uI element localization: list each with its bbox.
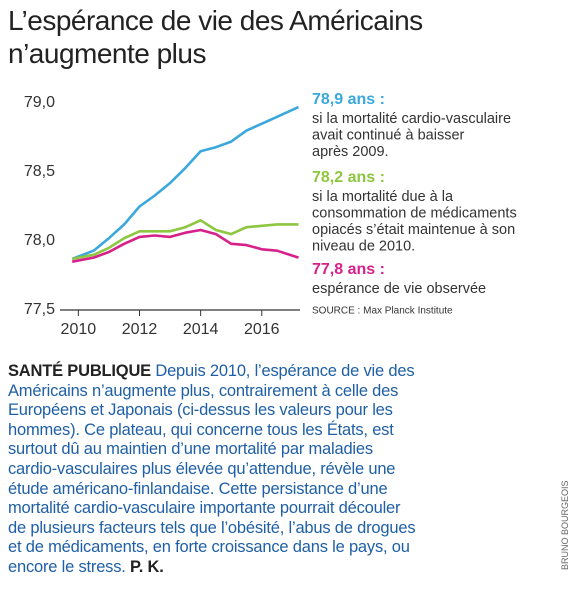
legend-label: 78,9 ans : xyxy=(312,91,385,108)
article-text: Depuis 2010, l’espérance de vie des xyxy=(155,362,415,380)
article-text: Américains n’augmente plus, contrairemen… xyxy=(8,381,399,400)
legend-label: 77,8 ans : xyxy=(312,261,385,278)
article-line: hommes). Ce plateau, qui concerne tous l… xyxy=(8,421,415,441)
legend-description: espérance de vie observée xyxy=(312,281,486,297)
chart: 77,5 78,0 78,5 79,0 2010 2012 2014 2016 78,9 ans… xyxy=(24,91,517,338)
article-text: et de médicaments, en forte croissance d… xyxy=(8,538,410,557)
article-line: encore le stress. P. K. xyxy=(8,558,415,578)
legend-description: après 2009. xyxy=(312,144,389,160)
legend-description: opiacés s’était maintenue à son xyxy=(312,222,515,238)
legend-description: consommation de médicaments xyxy=(312,205,517,221)
article-text: surtout dû au maintien d’une mortalité p… xyxy=(8,440,373,459)
article-text: mortalité cardio-vasculaire importante p… xyxy=(8,499,401,518)
y-tick-label: 77,5 xyxy=(24,301,55,318)
series-line xyxy=(71,105,300,261)
article-line: Européens et Japonais (ci-dessus les val… xyxy=(8,401,415,421)
article-line: et de médicaments, en forte croissance d… xyxy=(8,538,415,558)
article-text: hommes). Ce plateau, qui concerne tous l… xyxy=(8,420,394,439)
article-line: surtout dû au maintien d’une mortalité p… xyxy=(8,440,415,460)
article-text: Européens et Japonais (ci-dessus les val… xyxy=(8,401,393,420)
article-line: mortalité cardio-vasculaire importante p… xyxy=(8,499,415,519)
article-line: Américains n’augmente plus, contrairemen… xyxy=(8,382,415,402)
legend-description: avait continué à baisser xyxy=(312,127,465,143)
article-line: cardio-vasculaires plus élevée qu’attend… xyxy=(8,460,415,480)
legend-description: si la mortalité cardio-vasculaire xyxy=(312,111,511,127)
article-text: encore le stress. xyxy=(8,557,126,576)
article-line: de plusieurs facteurs tels que l’obésité… xyxy=(8,518,416,539)
x-tick-label: 2010 xyxy=(61,321,97,338)
source: SOURCE : Max Planck Institute xyxy=(312,306,453,317)
signature: P. K. xyxy=(130,557,164,576)
article-text: cardio-vasculaires plus élevée qu’attend… xyxy=(8,459,396,478)
article: SANTÉ PUBLIQUE Depuis 2010, l’espérance … xyxy=(8,362,416,578)
article-text: étude américano-finlandaise. Cette persi… xyxy=(8,479,388,498)
y-tick-label: 79,0 xyxy=(24,94,55,111)
article-line: SANTÉ PUBLIQUE Depuis 2010, l’espérance … xyxy=(8,362,415,382)
series-line xyxy=(71,228,299,263)
article-line: étude américano-finlandaise. Cette persi… xyxy=(8,480,415,500)
legend-label: 78,2 ans : xyxy=(312,169,385,186)
legend-description: niveau de 2010. xyxy=(312,238,415,254)
y-tick-label: 78,0 xyxy=(24,232,55,249)
x-tick-label: 2016 xyxy=(244,321,280,338)
chart-title: L’espérance de vie des Américains n’augm… xyxy=(8,5,423,69)
x-tick-label: 2014 xyxy=(183,321,219,338)
legend-description: si la mortalité due à la xyxy=(312,189,454,205)
credit: BRUNO BOURGEOIS xyxy=(560,480,570,570)
article-text: de plusieurs facteurs tels que l’obésité… xyxy=(8,518,416,537)
x-tick-label: 2012 xyxy=(122,321,158,338)
series-line xyxy=(71,219,299,261)
kicker: SANTÉ PUBLIQUE xyxy=(8,362,151,380)
y-tick-label: 78,5 xyxy=(24,163,55,180)
